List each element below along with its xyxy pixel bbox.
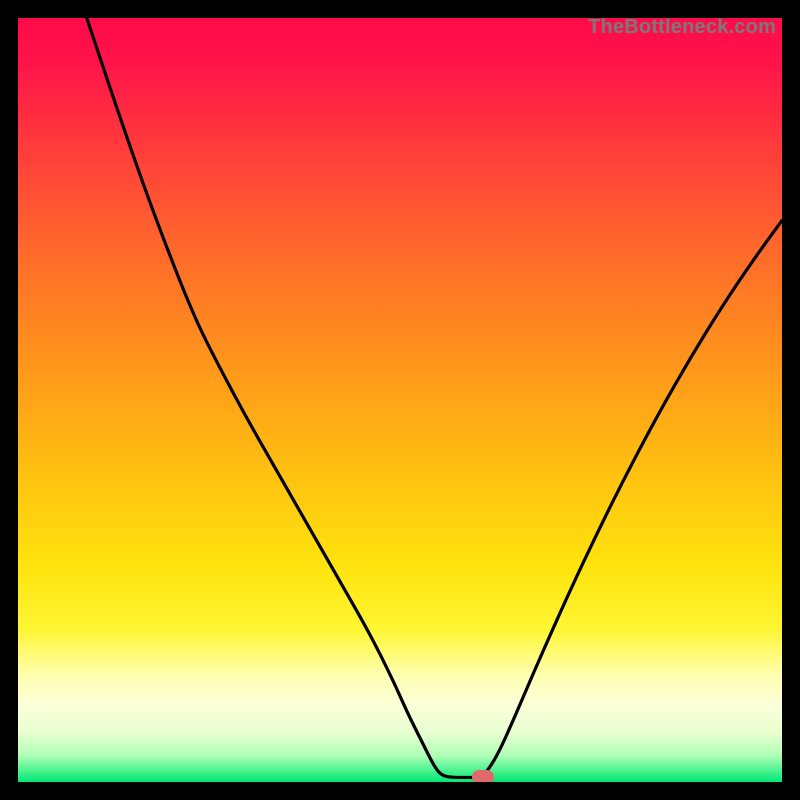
curve-layer [18,18,782,782]
chart-frame: TheBottleneck.com [0,0,800,800]
watermark-text: TheBottleneck.com [588,18,776,39]
plot-area: TheBottleneck.com [18,18,782,782]
optimal-point-marker [472,770,494,782]
bottleneck-curve [87,18,782,777]
